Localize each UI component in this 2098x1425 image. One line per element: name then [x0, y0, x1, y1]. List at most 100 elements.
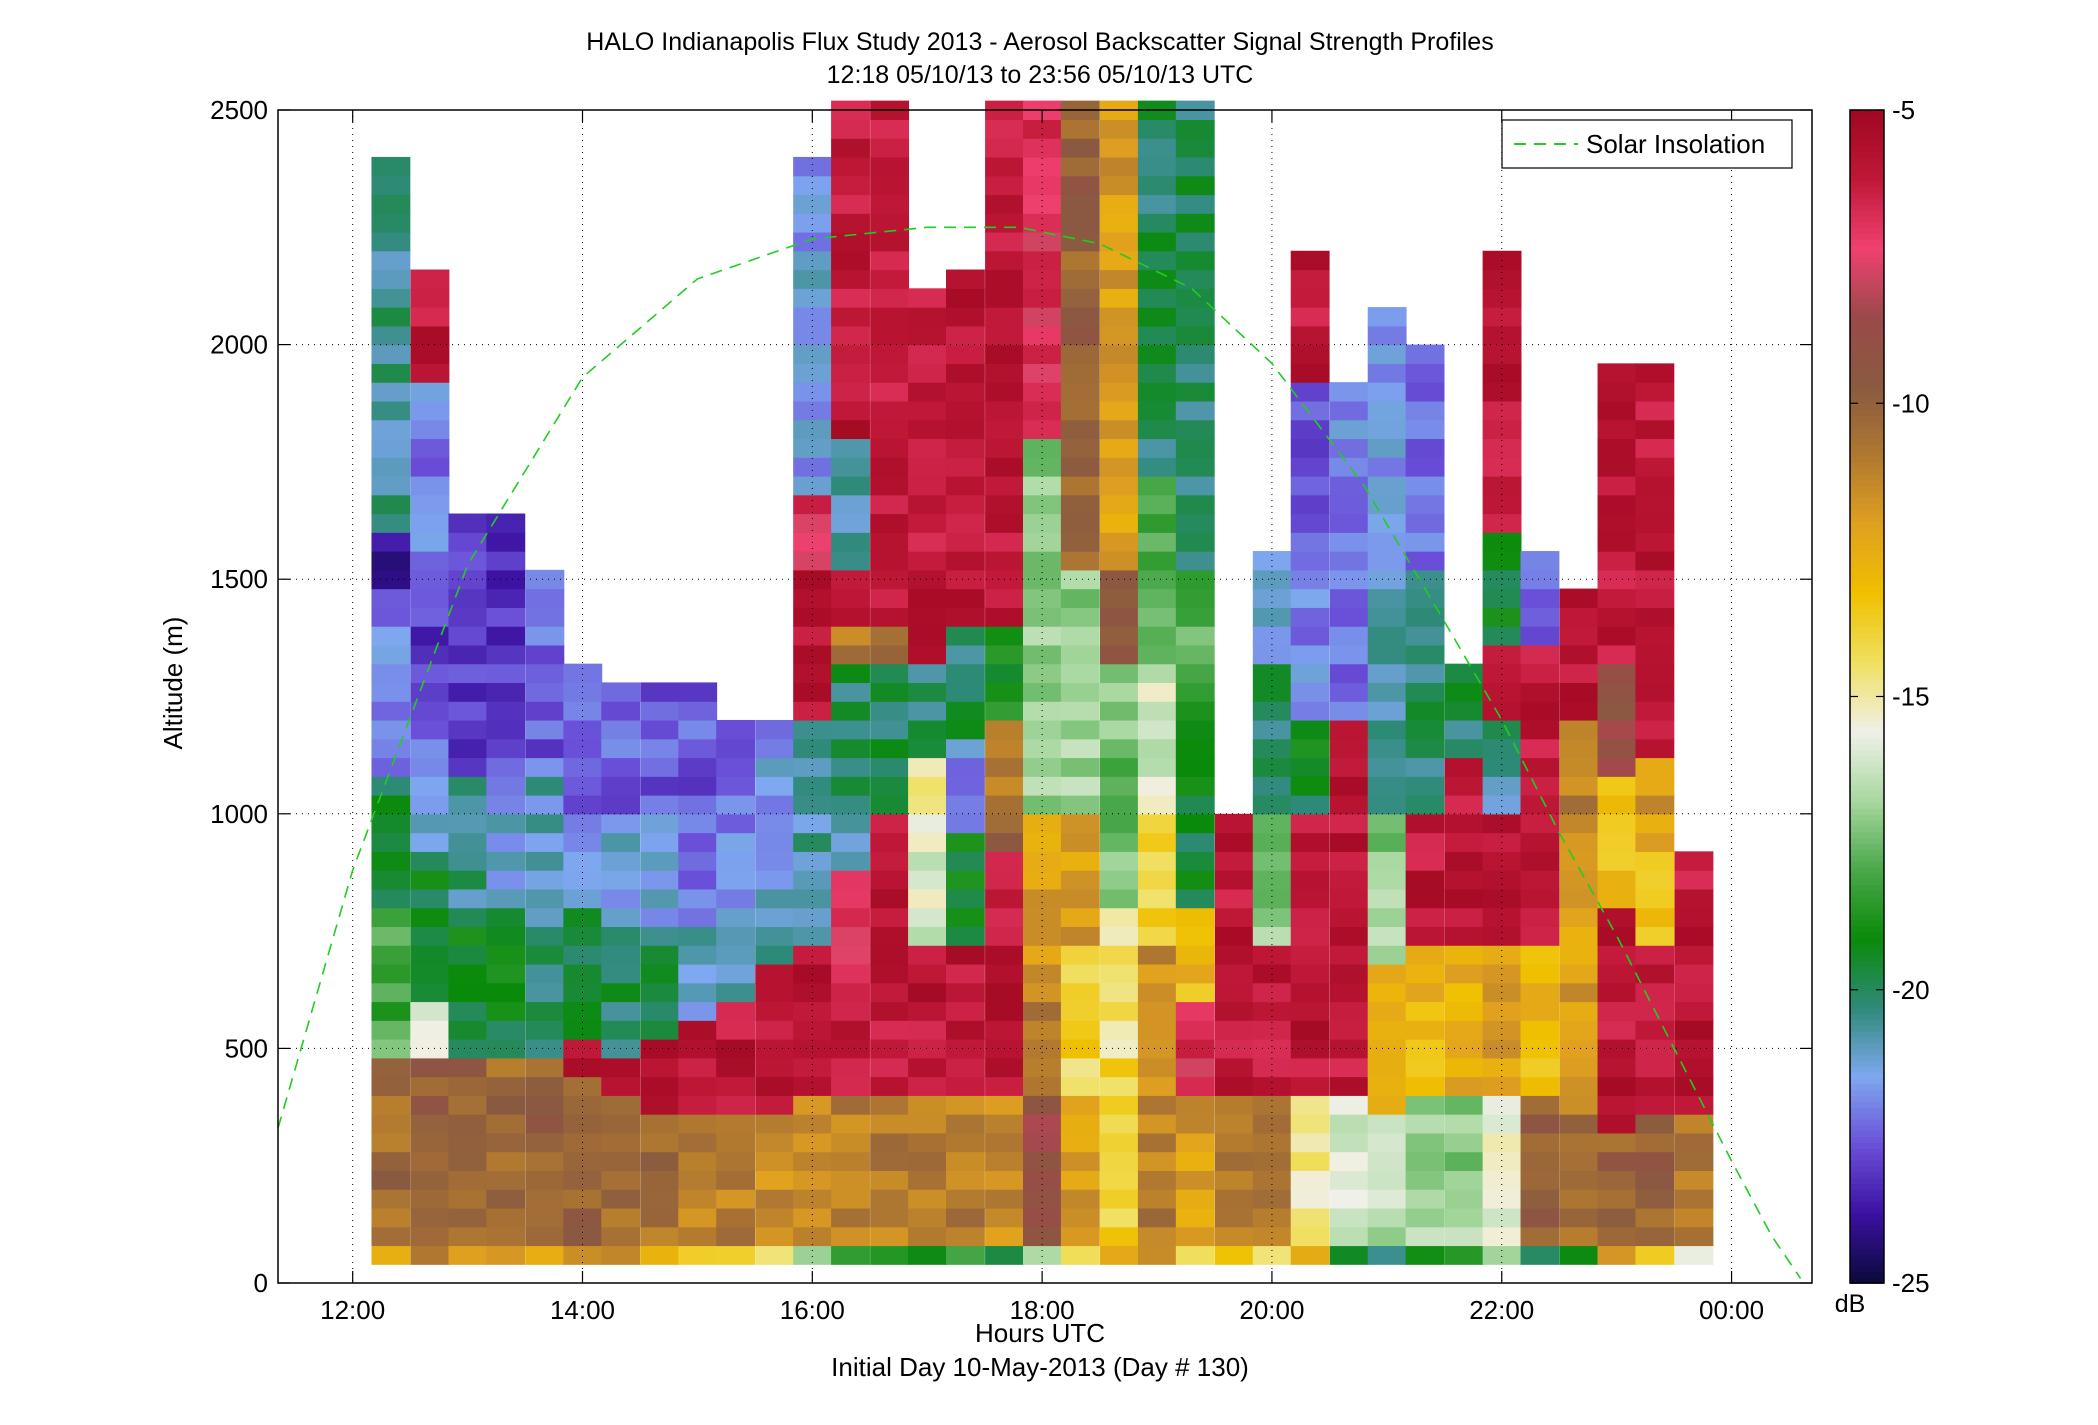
heatmap-cell [946, 644, 985, 665]
heatmap-cell [1329, 1245, 1369, 1265]
colorbar-strip [1850, 1271, 1884, 1278]
heatmap-cell [716, 719, 756, 740]
heatmap-cell [1175, 588, 1215, 608]
y-tick-label: 2000 [210, 330, 268, 360]
heatmap-cell [1023, 1245, 1062, 1265]
heatmap-cell [486, 626, 526, 646]
heatmap-cell [1060, 288, 1100, 308]
heatmap-cell [1137, 813, 1177, 834]
colorbar-strip [1850, 291, 1884, 299]
colorbar-strip [1850, 1042, 1884, 1050]
heatmap-cell [1367, 644, 1407, 665]
heatmap-cell [1099, 494, 1139, 515]
heatmap-cell [946, 813, 985, 834]
heatmap-cell [716, 1151, 756, 1171]
heatmap-cell [448, 1151, 488, 1171]
heatmap-cell [1099, 269, 1139, 289]
heatmap-cell [1635, 494, 1675, 515]
heatmap-cell [946, 757, 985, 777]
heatmap-cell [486, 1039, 526, 1059]
heatmap-cell [1329, 475, 1369, 496]
heatmap-cell [1099, 250, 1139, 271]
heatmap-cell [985, 250, 1024, 271]
heatmap-cell [371, 213, 411, 233]
heatmap-cell [908, 682, 947, 702]
colorbar-strip [1850, 1024, 1884, 1032]
x-tick-label: 20:00 [1239, 1295, 1304, 1325]
heatmap-cell [371, 963, 411, 984]
heatmap-cell [870, 363, 910, 383]
heatmap-cell [1060, 475, 1100, 496]
heatmap-cell [1482, 588, 1522, 608]
heatmap-cell [946, 851, 985, 871]
heatmap-cell [448, 569, 488, 590]
heatmap-cell [1405, 682, 1445, 702]
heatmap-cell [870, 607, 910, 627]
heatmap-cell [1559, 701, 1599, 721]
heatmap-cell [371, 513, 411, 533]
heatmap-cell [1444, 1226, 1484, 1247]
heatmap-cell [908, 551, 947, 571]
heatmap-cell [1175, 569, 1215, 590]
heatmap-cell [1214, 870, 1254, 890]
heatmap-cell [410, 945, 450, 965]
heatmap-cell [371, 363, 411, 383]
heatmap-cell [1137, 156, 1177, 177]
heatmap-cell [1674, 963, 1714, 984]
x-axis-label: Hours UTC [975, 1318, 1105, 1348]
heatmap-cell [1482, 1076, 1522, 1096]
heatmap-cell [870, 194, 910, 214]
heatmap-cell [1329, 1189, 1369, 1209]
heatmap-cell [1290, 870, 1330, 890]
heatmap-cell [946, 963, 985, 984]
heatmap-cell [1329, 1057, 1369, 1078]
heatmap-cell [870, 982, 910, 1003]
heatmap-cell [1137, 1151, 1177, 1171]
heatmap-cell [601, 757, 641, 777]
heatmap-cell [1060, 1020, 1100, 1040]
heatmap-cell [793, 588, 833, 608]
colorbar-strip [1850, 1065, 1884, 1073]
heatmap-cell [371, 1057, 411, 1078]
heatmap-cell [525, 588, 565, 608]
heatmap-cell [371, 926, 411, 946]
colorbar-strip [1850, 919, 1884, 927]
colorbar-strip [1850, 901, 1884, 909]
heatmap-cell [486, 1001, 526, 1021]
heatmap-cell [601, 945, 641, 965]
heatmap-cell [525, 1245, 565, 1265]
heatmap-cell [1635, 513, 1675, 533]
heatmap-cell [831, 813, 870, 834]
colorbar-strip [1850, 696, 1884, 704]
heatmap-cell [448, 607, 488, 627]
heatmap-cell [831, 213, 870, 233]
heatmap-cell [410, 1057, 450, 1078]
heatmap-cell [1405, 588, 1445, 608]
heatmap-cell [716, 870, 756, 890]
heatmap-cell [946, 1039, 985, 1059]
heatmap-cell [1520, 1189, 1560, 1209]
heatmap-cell [1635, 1226, 1675, 1247]
heatmap-cell [1060, 569, 1100, 590]
colorbar-strip [1850, 954, 1884, 962]
y-axis-label: Altitude (m) [158, 617, 188, 750]
heatmap-cell [1405, 475, 1445, 496]
heatmap-cell [371, 626, 411, 646]
colorbar-strip [1850, 755, 1884, 762]
heatmap-cell [486, 1207, 526, 1228]
heatmap-cell [870, 851, 910, 871]
heatmap-cell [1405, 738, 1445, 759]
heatmap-cell [640, 1001, 680, 1021]
heatmap-cell [1023, 175, 1062, 196]
heatmap-cell [1175, 532, 1215, 552]
colorbar-unit-label: dB [1835, 1290, 1866, 1318]
heatmap-cell [755, 1245, 795, 1265]
heatmap-cell [563, 776, 603, 796]
heatmap-cell [486, 738, 526, 759]
heatmap-cell [908, 1132, 947, 1153]
heatmap-cell [716, 1170, 756, 1190]
heatmap-cell [1099, 644, 1139, 665]
heatmap-cell [678, 1076, 718, 1096]
x-tick-label: 12:00 [320, 1295, 385, 1325]
heatmap-cell [985, 776, 1024, 796]
